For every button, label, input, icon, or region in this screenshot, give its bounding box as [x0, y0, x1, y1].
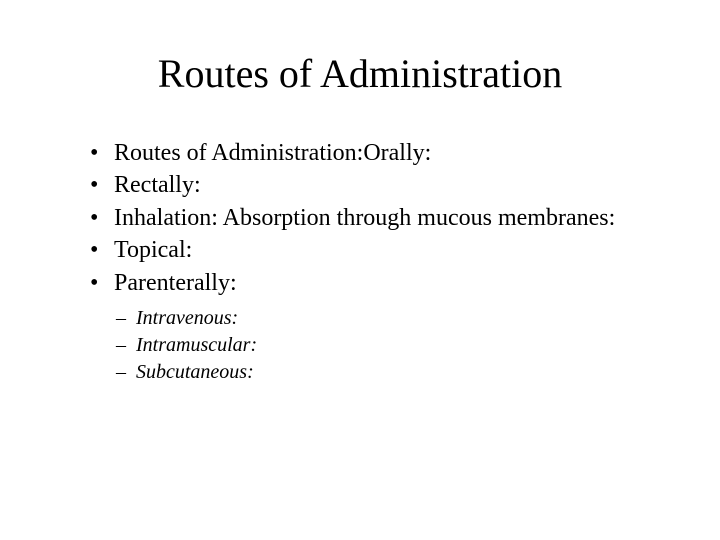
main-bullet-list: Routes of Administration:Orally: Rectall… — [70, 137, 650, 299]
bullet-item: Inhalation: Absorption through mucous me… — [90, 202, 650, 234]
bullet-item: Parenterally: — [90, 267, 650, 299]
bullet-item: Routes of Administration:Orally: — [90, 137, 650, 169]
sub-bullet-item: Subcutaneous: — [116, 359, 650, 386]
bullet-item: Topical: — [90, 234, 650, 266]
bullet-item: Rectally: — [90, 169, 650, 201]
sub-bullet-item: Intravenous: — [116, 305, 650, 332]
sub-bullet-item: Intramuscular: — [116, 332, 650, 359]
sub-bullet-list: Intravenous: Intramuscular: Subcutaneous… — [70, 305, 650, 386]
slide-title: Routes of Administration — [70, 50, 650, 97]
